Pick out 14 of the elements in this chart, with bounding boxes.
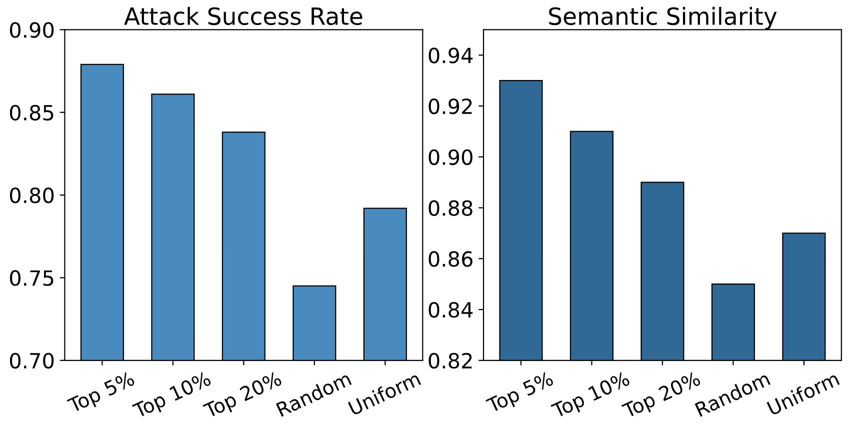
y-tick-label: 0.94 [428, 48, 473, 64]
chart-title: Semantic Similarity [549, 6, 777, 30]
y-tick-label: 0.92 [428, 98, 472, 114]
y-tick-label: 0.90 [10, 22, 54, 38]
y-tick-label: 0.86 [428, 251, 472, 267]
chart-title: Attack Success Rate [124, 6, 362, 26]
y-tick-label: 0.84 [428, 302, 473, 318]
y-tick-label: 0.82 [428, 352, 472, 369]
y-tick-label: 0.88 [428, 200, 472, 216]
y-tick-label: 0.90 [428, 149, 472, 166]
y-tick-label: 0.70 [10, 352, 54, 369]
y-tick-label: 0.85 [10, 104, 54, 121]
y-tick-label: 0.75 [10, 270, 54, 286]
y-tick-label: 0.80 [10, 187, 54, 204]
